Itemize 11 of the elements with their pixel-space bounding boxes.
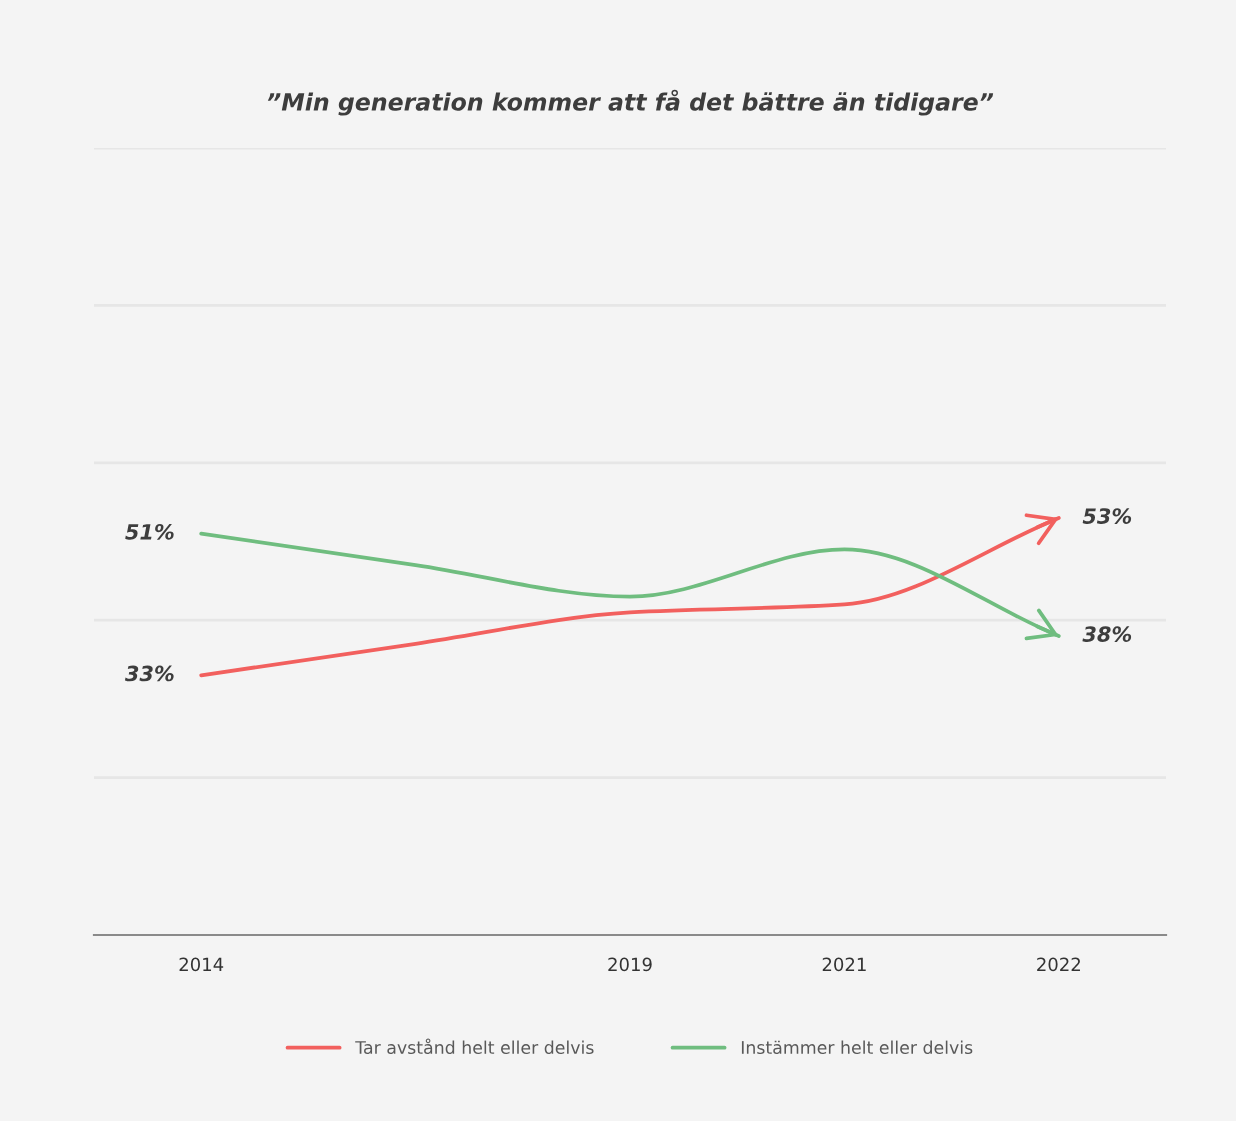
legend-label: Tar avstånd helt eller delvis [355, 1038, 594, 1055]
x-tick-label: 2014 [179, 957, 224, 972]
data-label: 51% [125, 523, 174, 540]
data-label: 38% [1082, 626, 1132, 642]
data-label: 53% [1082, 508, 1132, 524]
chart-title: ”Min generation kommer att få det bättre än tidigare” [267, 89, 994, 116]
data-label: 33% [124, 665, 174, 682]
x-tick-label: 2021 [822, 957, 866, 972]
x-tick-label: 2019 [608, 957, 652, 972]
x-tick-label: 2022 [1037, 957, 1080, 972]
legend-label: Instämmer helt eller delvis [741, 1040, 973, 1055]
